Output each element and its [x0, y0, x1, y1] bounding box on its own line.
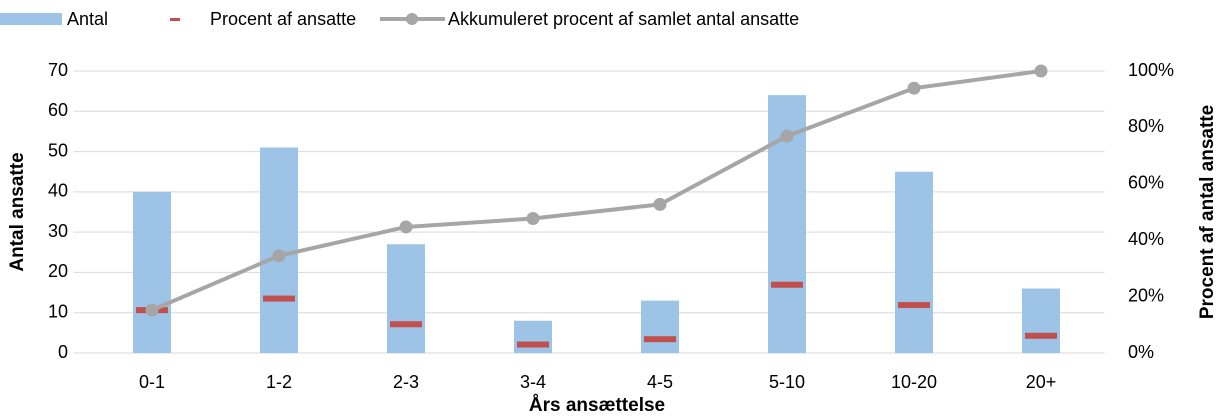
bar: [641, 300, 679, 353]
percent-marker: [771, 281, 803, 288]
cumulative-point: [399, 220, 413, 234]
legend-swatch: [170, 18, 180, 21]
percent-marker: [644, 336, 676, 343]
percent-marker: [263, 295, 295, 302]
bar: [895, 171, 933, 353]
percent-marker: [390, 321, 422, 328]
legend-label: Akkumuleret procent af samlet antal ansa…: [448, 9, 799, 29]
cumulative-line: [151, 69, 1042, 312]
y-tick-label: 70: [48, 60, 68, 80]
x-tick-label: 20+: [1026, 372, 1057, 392]
legend-label: Procent af ansatte: [210, 9, 356, 29]
y2-tick-label: 0%: [1128, 342, 1154, 362]
percent-marker: [517, 341, 549, 348]
legend-swatch: [406, 13, 418, 25]
cumulative-point: [272, 249, 286, 263]
y-tick-label: 10: [48, 301, 68, 321]
x-tick-label: 4-5: [647, 372, 673, 392]
percent-marker: [898, 302, 930, 309]
cumulative-point: [653, 197, 667, 211]
y2-tick-label: 100%: [1128, 60, 1174, 80]
percent-marker: [1025, 332, 1057, 339]
x-axis-title: Års ansættelse: [529, 395, 665, 416]
y2-tick-label: 80%: [1128, 116, 1164, 136]
y-tick-label: 50: [48, 140, 68, 160]
bar: [514, 320, 552, 353]
y2-axis-title: Procent af antal ansatte: [1197, 105, 1218, 319]
y-tick-label: 0: [58, 342, 68, 362]
y-tick-label: 30: [48, 221, 68, 241]
y-axis-title: Antal ansatte: [7, 152, 28, 271]
x-tick-label: 2-3: [393, 372, 419, 392]
y2-tick-label: 60%: [1128, 173, 1164, 193]
y-tick-label: 60: [48, 100, 68, 120]
y2-tick-label: 40%: [1128, 229, 1164, 249]
cumulative-point: [145, 303, 159, 317]
bar: [1022, 288, 1060, 353]
x-tick-label: 0-1: [139, 372, 165, 392]
bar: [133, 191, 171, 353]
x-tick-label: 3-4: [520, 372, 546, 392]
cumulative-point: [1034, 64, 1048, 78]
x-tick-label: 1-2: [266, 372, 292, 392]
y2-tick-label: 20%: [1128, 285, 1164, 305]
legend-label: Antal: [67, 9, 108, 29]
y-tick-label: 40: [48, 181, 68, 201]
x-tick-label: 5-10: [769, 372, 805, 392]
y-tick-label: 20: [48, 261, 68, 281]
cumulative-point: [780, 129, 794, 143]
legend-swatch: [0, 13, 62, 25]
cumulative-point: [907, 81, 921, 95]
x-tick-label: 10-20: [891, 372, 937, 392]
cumulative-point: [526, 211, 540, 225]
bar: [387, 244, 425, 353]
